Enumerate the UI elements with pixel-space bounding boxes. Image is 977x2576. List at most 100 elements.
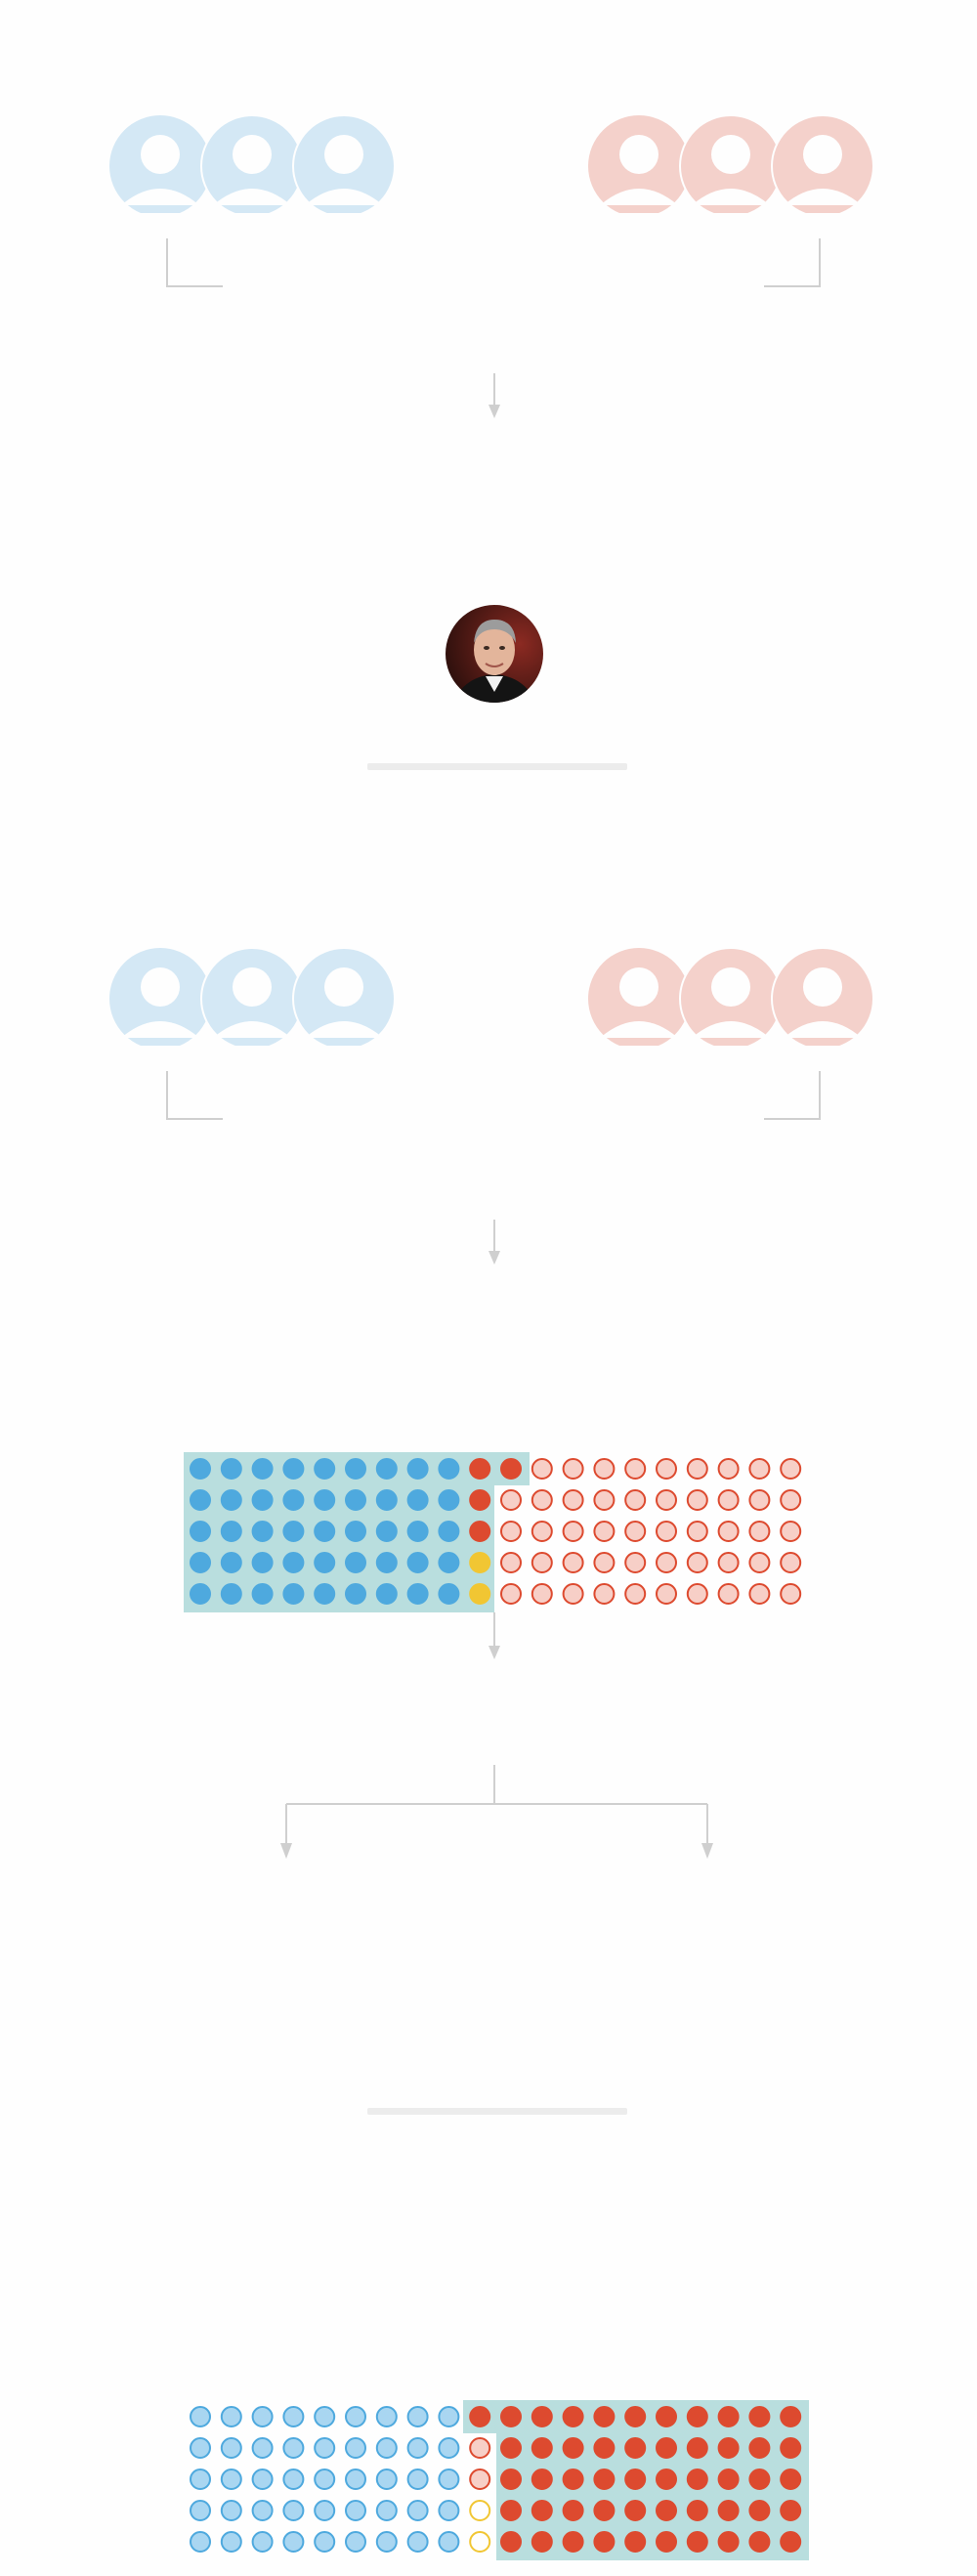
dot-filled-blue <box>220 1521 242 1542</box>
dot-filled-red <box>717 2406 740 2427</box>
dot-outline-blue <box>438 2437 460 2459</box>
dot-filled-red <box>624 2531 647 2553</box>
dot-filled-blue <box>438 1458 460 1480</box>
dot-filled-blue <box>314 1489 336 1511</box>
dot-filled-red <box>624 2469 647 2490</box>
down-arrow-icon <box>280 1843 292 1859</box>
dot-filled-red <box>531 2406 553 2427</box>
conservative-justices-group-1 <box>588 115 874 213</box>
dot-outline-red <box>717 1521 740 1542</box>
dot-outline-blue <box>345 2531 366 2553</box>
dot-outline-red <box>717 1583 740 1605</box>
dot-filled-blue <box>190 1552 211 1573</box>
person-silhouette-icon <box>771 948 874 1046</box>
dot-filled-blue <box>251 1521 274 1542</box>
dot-filled-red <box>562 2406 584 2427</box>
dot-filled-red <box>500 2469 522 2490</box>
person-silhouette-icon <box>109 115 211 213</box>
dot-outline-red <box>469 2469 491 2490</box>
dot-filled-blue <box>220 1583 242 1605</box>
dot-outline-red <box>624 1552 647 1573</box>
dot-outline-blue <box>438 2531 460 2553</box>
person-silhouette-icon <box>200 115 304 213</box>
dot-filled-blue <box>282 1458 305 1480</box>
dot-filled-red <box>748 2406 771 2427</box>
dot-filled-blue <box>314 1583 336 1605</box>
dot-filled-red <box>562 2469 584 2490</box>
dot-filled-red <box>469 2406 491 2427</box>
dot-outline-blue <box>282 2469 305 2490</box>
dot-filled-red <box>500 2406 522 2427</box>
dot-outline-red <box>500 1521 522 1542</box>
down-arrow-line <box>493 373 495 407</box>
split-connector <box>280 1765 713 1859</box>
dot-outline-blue <box>282 2500 305 2521</box>
dot-filled-blue <box>345 1552 366 1573</box>
person-silhouette-icon <box>588 948 690 1046</box>
dot-filled-blue <box>282 1583 305 1605</box>
dot-filled-blue <box>251 1489 274 1511</box>
section-divider <box>367 2108 627 2115</box>
dot-outline-blue <box>314 2469 336 2490</box>
dot-outline-blue <box>282 2406 305 2427</box>
dot-filled-blue <box>190 1583 211 1605</box>
dot-outline-red <box>500 1583 522 1605</box>
dot-filled-blue <box>220 1458 242 1480</box>
dot-outline-blue <box>314 2531 336 2553</box>
dot-filled-blue <box>438 1583 460 1605</box>
dot-filled-red <box>656 2531 677 2553</box>
dot-outline-blue <box>375 2500 398 2521</box>
dot-filled-red <box>686 2500 708 2521</box>
dot-filled-blue <box>375 1552 398 1573</box>
dot-filled-blue <box>375 1583 398 1605</box>
dot-outline-red <box>686 1583 708 1605</box>
dot-filled-red <box>562 2500 584 2521</box>
dot-outline-blue <box>375 2531 398 2553</box>
dot-outline-red <box>656 1521 677 1542</box>
dot-outline-blue <box>190 2500 211 2521</box>
dot-outline-red <box>593 1489 616 1511</box>
dot-outline-blue <box>406 2406 429 2427</box>
dot-filled-blue <box>375 1458 398 1480</box>
dot-filled-blue <box>375 1489 398 1511</box>
dot-outline-blue <box>406 2531 429 2553</box>
liberal-justices-group-1 <box>109 115 396 213</box>
dot-filled-red <box>593 2531 616 2553</box>
dot-outline-blue <box>375 2437 398 2459</box>
person-silhouette-icon <box>771 115 874 213</box>
dot-outline-red <box>656 1552 677 1573</box>
dot-filled-blue <box>251 1458 274 1480</box>
dot-filled-blue <box>375 1521 398 1542</box>
dot-outline-red <box>562 1552 584 1573</box>
dot-outline-red <box>593 1583 616 1605</box>
dot-outline-blue <box>282 2531 305 2553</box>
dot-filled-blue <box>282 1552 305 1573</box>
dot-outline-red <box>562 1521 584 1542</box>
dot-filled-blue <box>314 1521 336 1542</box>
dot-outline-red <box>717 1552 740 1573</box>
dot-outline-red <box>780 1521 802 1542</box>
left-bracket-connector <box>166 238 223 287</box>
dot-outline-red <box>748 1458 771 1480</box>
dot-filled-blue <box>345 1489 366 1511</box>
dot-filled-red <box>500 2437 522 2459</box>
dot-filled-blue <box>220 1552 242 1573</box>
dot-filled-red <box>686 2406 708 2427</box>
dot-outline-blue <box>220 2406 242 2427</box>
dot-filled-red <box>717 2469 740 2490</box>
dot-filled-red <box>717 2531 740 2553</box>
dot-filled-blue <box>345 1521 366 1542</box>
dot-outline-red <box>780 1583 802 1605</box>
dot-filled-blue <box>282 1489 305 1511</box>
dot-outline-blue <box>345 2437 366 2459</box>
dot-filled-red <box>717 2437 740 2459</box>
dot-filled-red <box>748 2500 771 2521</box>
dot-outline-red <box>780 1458 802 1480</box>
dot-outline-red <box>624 1458 647 1480</box>
dot-filled-blue <box>190 1458 211 1480</box>
dot-filled-red <box>593 2437 616 2459</box>
dot-outline-red <box>656 1489 677 1511</box>
dot-outline-blue <box>220 2500 242 2521</box>
dot-outline-red <box>686 1458 708 1480</box>
dot-outline-blue <box>314 2437 336 2459</box>
